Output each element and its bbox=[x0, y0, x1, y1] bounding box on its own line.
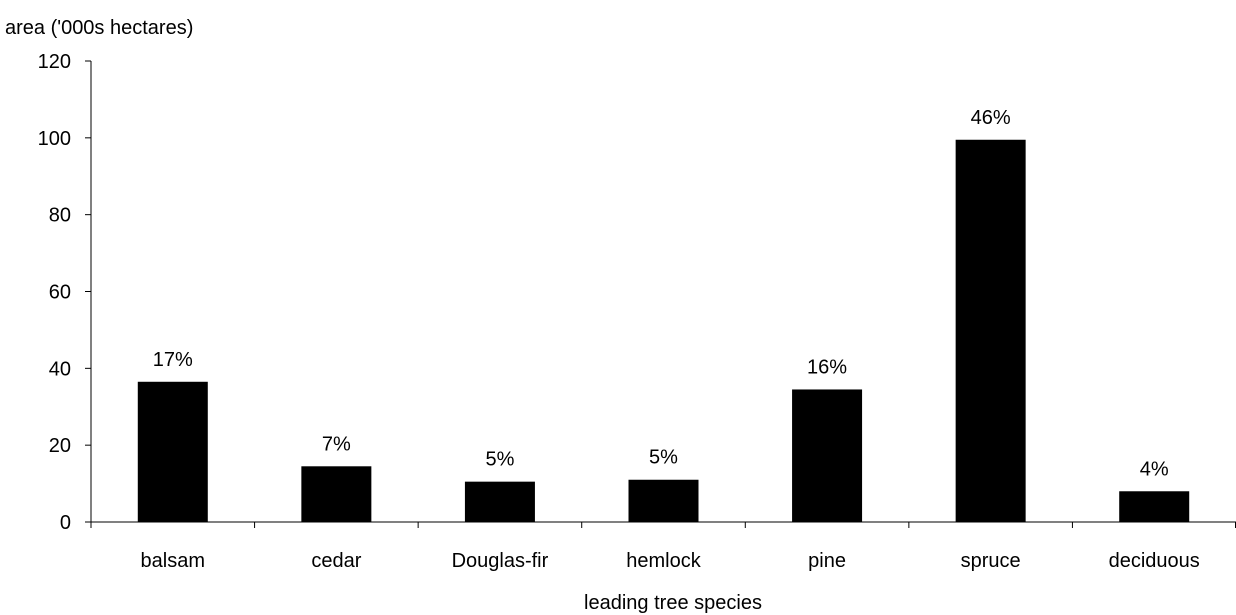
bar-hemlock bbox=[628, 479, 699, 522]
x-tick-labels-group: balsam cedar Douglas-fir hemlock pine spruce d… bbox=[141, 550, 1200, 572]
x-tick-label: balsam bbox=[141, 550, 205, 572]
bar-data-label: 17% bbox=[153, 349, 193, 371]
bars-group bbox=[137, 139, 1190, 523]
bar-pine bbox=[792, 389, 863, 522]
bar-douglas-fir bbox=[464, 481, 535, 522]
x-tick-label: hemlock bbox=[626, 550, 701, 572]
bar-balsam bbox=[137, 381, 208, 522]
y-tick-label: 0 bbox=[60, 512, 71, 534]
x-axis bbox=[90, 521, 1236, 528]
bar-deciduous bbox=[1119, 491, 1190, 522]
y-tick-label: 40 bbox=[49, 358, 71, 380]
bar-cedar bbox=[301, 466, 372, 522]
y-axis-label: area ('000s hectares) bbox=[5, 17, 193, 39]
x-tick-label: Douglas-fir bbox=[452, 550, 549, 572]
bar-spruce bbox=[955, 139, 1026, 523]
x-axis-label: leading tree species bbox=[584, 592, 762, 614]
bar-data-label: 5% bbox=[485, 449, 514, 471]
y-tick-label: 20 bbox=[49, 435, 71, 457]
x-tick-label: pine bbox=[808, 550, 846, 572]
x-tick-label: spruce bbox=[961, 550, 1021, 572]
x-tick-label: cedar bbox=[311, 550, 361, 572]
y-tick-label: 100 bbox=[38, 128, 71, 150]
y-tick-label: 80 bbox=[49, 205, 71, 227]
x-tick-label: deciduous bbox=[1109, 550, 1200, 572]
bar-data-label: 46% bbox=[971, 107, 1011, 129]
bar-data-label: 4% bbox=[1140, 458, 1169, 480]
bar-data-label: 5% bbox=[649, 447, 678, 469]
y-tick-label: 60 bbox=[49, 282, 71, 304]
bar-data-label: 16% bbox=[807, 356, 847, 378]
y-axis: 0 20 40 60 80 100 120 bbox=[38, 51, 92, 534]
bar-data-label: 7% bbox=[322, 433, 351, 455]
y-tick-label: 120 bbox=[38, 51, 71, 73]
data-labels-group: 17% 7% 5% 5% 16% 46% 4% bbox=[153, 107, 1169, 481]
